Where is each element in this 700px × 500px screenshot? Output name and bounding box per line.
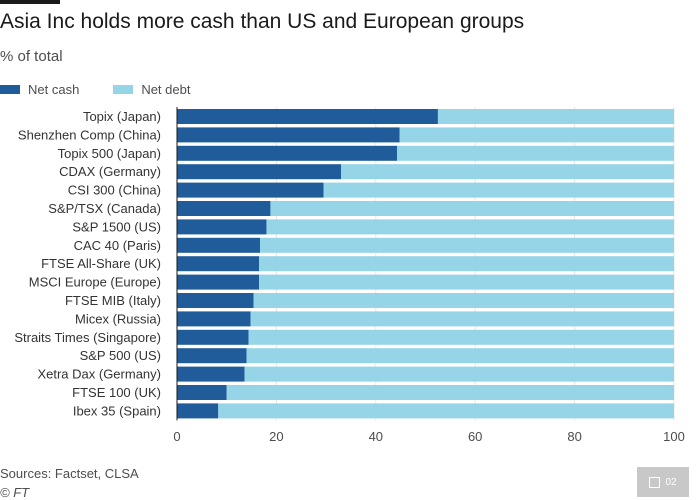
legend-swatch-net-debt (113, 84, 134, 94)
bar-net-cash-s-p-tsx-canada (177, 201, 271, 216)
top-rule (0, 0, 60, 4)
bar-net-debt-micex-russia (250, 311, 674, 327)
chart-title: Asia Inc holds more cash than US and Eur… (0, 10, 525, 33)
category-label: FTSE All-Share (UK) (41, 256, 161, 271)
category-label: CDAX (Germany) (59, 164, 161, 179)
bar-net-cash-s-p-500-us (177, 348, 247, 364)
legend-label-net-debt: Net debt (141, 81, 191, 97)
badge-label: 02 (665, 476, 677, 488)
bar-net-debt-ftse-mib-italy (253, 293, 674, 308)
bar-net-debt-msci-europe-europe (259, 274, 674, 290)
legend-item-net-debt: Net debt (113, 82, 190, 97)
category-label: Topix 500 (Japan) (58, 146, 161, 161)
bar-net-cash-micex-russia (177, 311, 251, 327)
bar-net-cash-ftse-100-uk (177, 385, 227, 400)
bar-net-debt-ftse-100-uk (226, 385, 674, 400)
x-tick-label: 40 (369, 429, 383, 444)
bar-net-cash-msci-europe-europe (177, 274, 260, 290)
bar-net-cash-straits-times-singapore (177, 329, 249, 345)
category-label: CAC 40 (Paris) (74, 238, 161, 253)
bar-net-debt-ftse-all-share-uk (259, 256, 674, 272)
chart-subtitle: % of total (0, 48, 63, 65)
legend-swatch-net-cash (0, 84, 20, 94)
bar-net-debt-s-p-tsx-canada (270, 201, 674, 216)
category-label: Topix (Japan) (83, 109, 161, 124)
bar-net-debt-ibex-35-spain (218, 403, 674, 419)
bar-net-cash-xetra-dax-germany (177, 366, 245, 382)
category-label: S&P/TSX (Canada) (48, 201, 161, 216)
bar-net-cash-ibex-35-spain (177, 403, 219, 419)
bar-net-cash-topix-500-japan (177, 145, 398, 161)
category-label: S&P 1500 (US) (72, 219, 161, 234)
x-tick-label: 0 (173, 429, 180, 444)
category-label: Ibex 35 (Spain) (73, 403, 161, 418)
category-label: Straits Times (Singapore) (14, 330, 161, 345)
legend-label-net-cash: Net cash (28, 81, 80, 97)
ft-credit: © FT (0, 485, 30, 500)
chart-badge[interactable]: 02 (637, 467, 689, 497)
bar-net-cash-topix-japan (177, 109, 438, 124)
bar-net-cash-s-p-1500-us (177, 219, 267, 235)
category-label: CSI 300 (China) (68, 183, 161, 198)
bar-net-debt-topix-japan (437, 109, 674, 124)
category-label: Micex (Russia) (75, 311, 161, 326)
bar-net-cash-ftse-mib-italy (177, 293, 254, 308)
bar-net-cash-ftse-all-share-uk (177, 256, 260, 272)
bar-net-debt-csi-300-china (323, 182, 674, 198)
source-note: Sources: Factset, CLSA (0, 466, 139, 481)
category-label: FTSE 100 (UK) (72, 385, 161, 400)
bar-net-cash-shenzhen-comp-china (177, 127, 400, 143)
category-label: S&P 500 (US) (80, 348, 161, 363)
bar-net-debt-xetra-dax-germany (244, 366, 675, 382)
bar-net-cash-cdax-germany (177, 164, 342, 180)
bar-net-debt-cdax-germany (341, 164, 674, 180)
bar-net-debt-straits-times-singapore (248, 329, 674, 345)
bar-net-cash-cac-40-paris (177, 237, 260, 253)
bar-net-cash-csi-300-china (177, 182, 324, 198)
category-label: MSCI Europe (Europe) (29, 275, 161, 290)
legend: Net cash Net debt (0, 80, 224, 98)
bar-net-debt-s-p-1500-us (266, 219, 674, 235)
bar-net-debt-cac-40-paris (259, 237, 674, 253)
category-label: Xetra Dax (Germany) (37, 367, 161, 382)
expand-icon (649, 476, 661, 488)
x-tick-label: 20 (269, 429, 283, 444)
bar-net-debt-s-p-500-us (246, 348, 674, 364)
x-tick-label: 80 (567, 429, 581, 444)
x-tick-label: 100 (663, 429, 685, 444)
legend-item-net-cash: Net cash (0, 82, 79, 97)
category-label: FTSE MIB (Italy) (65, 293, 161, 308)
bar-net-debt-topix-500-japan (397, 145, 674, 161)
category-label: Shenzhen Comp (China) (18, 127, 161, 142)
bar-net-debt-shenzhen-comp-china (399, 127, 674, 143)
x-tick-label: 60 (468, 429, 482, 444)
